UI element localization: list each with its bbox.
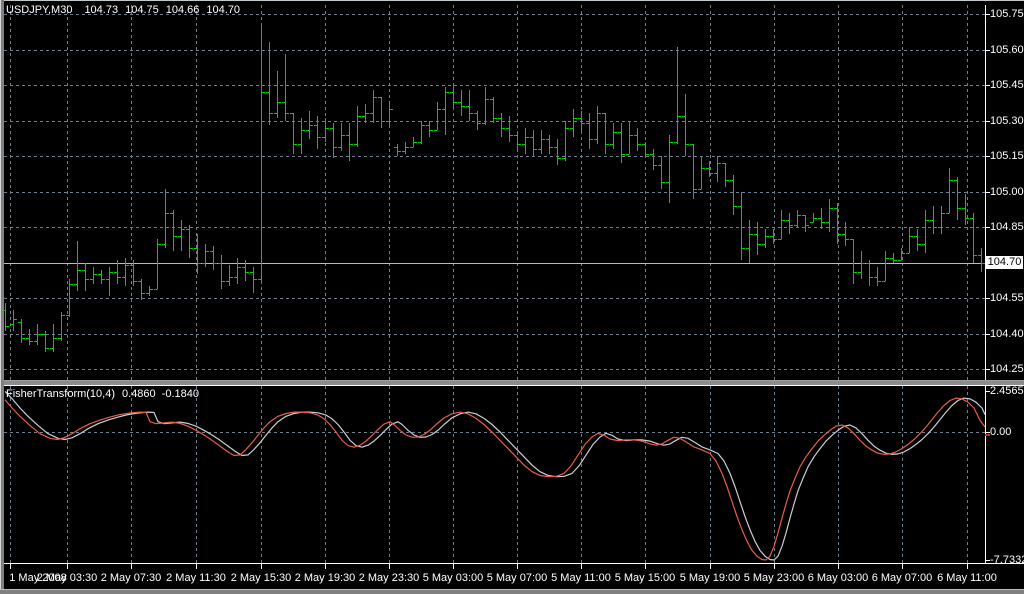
time-axis-label: 5 May 03:00 [422,572,484,584]
window-frame-left [0,0,4,594]
low-value: 104.66 [165,4,200,16]
window-frame-top [0,0,1024,1]
price-axis-label: 105.30 [990,115,1024,127]
indicator-value-1: 0.4860 [122,388,156,400]
close-value: 104.70 [206,4,241,16]
indicator-axis-label: 0.00 [990,426,1012,438]
indicator-label: FisherTransform(10,4) 0.4860 -0.1840 [6,388,205,400]
time-axis-label: 2 May 11:30 [166,572,226,584]
time-axis-label: 5 May 19:00 [679,572,741,584]
price-axis-label: 104.40 [990,328,1024,340]
chart-ohlc-readout: USDJPY,M30 104.73 104.75 104.66 104.70 [6,4,247,16]
time-axis-label: 2 May 07:30 [100,572,162,584]
indicator-name: FisherTransform(10,4) [6,388,116,400]
time-axis-label: 2 May 15:30 [230,572,292,584]
window-frame-bottom [0,589,1024,594]
time-axis-label: 5 May 15:00 [614,572,676,584]
time-axis-label: 5 May 07:00 [486,572,548,584]
open-value: 104.73 [84,4,119,16]
time-axis-label: 2 May 23:30 [358,572,420,584]
trigger-line [4,390,986,561]
price-axis-label: 105.00 [990,186,1024,198]
price-axis-label: 104.85 [990,221,1024,233]
time-axis-label: 1 May 2008 [9,572,67,584]
time-axis-label: 5 May 11:00 [551,572,611,584]
time-axis-label: 2 May 03:30 [36,572,98,584]
time-axis-label: 6 May 03:00 [807,572,869,584]
price-axis-label: 105.75 [990,8,1024,20]
indicator-value-2: -0.1840 [161,388,199,400]
ohlc-bars [2,26,985,352]
current-price-tag: 104.70 [986,256,1023,269]
indicator-axis-label: 2.4565 [990,385,1024,397]
price-axis-label: 105.15 [990,150,1024,162]
time-axis-label: 6 May 11:00 [937,572,997,584]
time-axis-label: 6 May 07:00 [871,572,933,584]
price-axis-label: 104.55 [990,292,1024,304]
time-axis-label: 2 May 19:30 [294,572,356,584]
pane-splitter[interactable] [4,380,1024,386]
symbol-period-label: USDJPY,M30 [6,4,73,16]
high-value: 104.75 [125,4,159,16]
price-axis-label: 104.25 [990,363,1024,375]
price-axis-label: 105.60 [990,44,1024,56]
price-axis-label: 105.45 [990,79,1024,91]
fisher-line [4,397,986,561]
time-axis-label: 5 May 23:00 [743,572,805,584]
indicator-axis-label: -7.7332 [990,554,1024,566]
indicator-current-value-marker [985,434,990,436]
